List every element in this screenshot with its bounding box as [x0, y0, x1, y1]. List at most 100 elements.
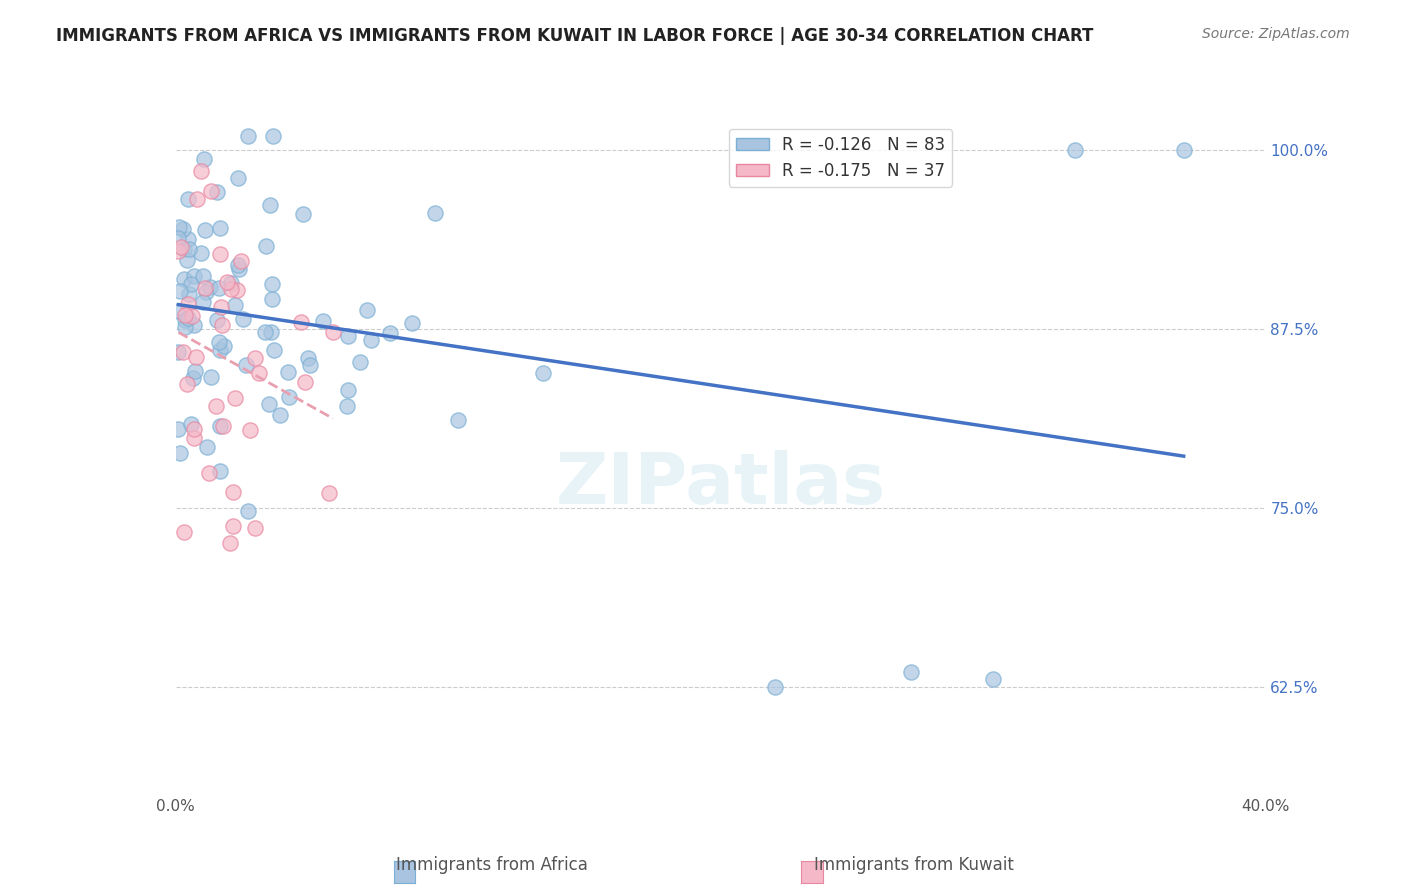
- Immigrants from Africa: [176, 252, 198, 267]
- Immigrants from Africa: [191, 268, 214, 283]
- Immigrants from Africa: [167, 231, 190, 245]
- Immigrants from Africa: [299, 358, 322, 372]
- Immigrants from Africa: [173, 272, 195, 286]
- Immigrants from Africa: [167, 345, 190, 359]
- Immigrants from Africa: [278, 390, 301, 404]
- Immigrants from Kuwait: [197, 466, 219, 480]
- Immigrants from Kuwait: [290, 315, 312, 329]
- Immigrants from Kuwait: [190, 163, 212, 178]
- Immigrants from Kuwait: [186, 192, 208, 206]
- Immigrants from Africa: [297, 351, 319, 366]
- Immigrants from Africa: [336, 399, 359, 413]
- Immigrants from Africa: [235, 359, 257, 373]
- Immigrants from Africa: [177, 311, 200, 326]
- Immigrants from Kuwait: [209, 246, 232, 260]
- Immigrants from Africa: [312, 314, 335, 328]
- Immigrants from Africa: [401, 316, 423, 330]
- Immigrants from Africa: [200, 280, 222, 294]
- Immigrants from Kuwait: [204, 399, 226, 413]
- Immigrants from Africa: [228, 258, 250, 272]
- Legend: R = -0.126   N = 83, R = -0.175   N = 37: R = -0.126 N = 83, R = -0.175 N = 37: [728, 129, 952, 186]
- Immigrants from Africa: [262, 128, 284, 143]
- Immigrants from Kuwait: [183, 422, 205, 436]
- Immigrants from Kuwait: [176, 297, 198, 311]
- Immigrants from Africa: [262, 292, 284, 306]
- Immigrants from Africa: [184, 364, 207, 378]
- Immigrants from Africa: [208, 418, 231, 433]
- Immigrants from Africa: [209, 343, 232, 358]
- Immigrants from Kuwait: [294, 375, 316, 389]
- Immigrants from Africa: [423, 206, 446, 220]
- Immigrants from Africa: [209, 464, 232, 478]
- Immigrants from Kuwait: [247, 366, 270, 380]
- Immigrants from Africa: [981, 673, 1004, 687]
- Immigrants from Africa: [195, 285, 218, 299]
- Immigrants from Kuwait: [184, 350, 207, 364]
- Immigrants from Kuwait: [167, 244, 190, 258]
- Immigrants from Africa: [194, 223, 217, 237]
- Immigrants from Kuwait: [224, 392, 246, 406]
- Immigrants from Africa: [193, 294, 215, 309]
- Immigrants from Africa: [169, 284, 191, 298]
- Immigrants from Africa: [177, 242, 200, 256]
- Immigrants from Africa: [172, 222, 194, 236]
- Immigrants from Africa: [208, 221, 231, 235]
- Immigrants from Africa: [205, 312, 228, 326]
- Text: IMMIGRANTS FROM AFRICA VS IMMIGRANTS FROM KUWAIT IN LABOR FORCE | AGE 30-34 CORR: IMMIGRANTS FROM AFRICA VS IMMIGRANTS FRO…: [56, 27, 1094, 45]
- Immigrants from Africa: [531, 366, 554, 380]
- Immigrants from Africa: [214, 339, 236, 353]
- Immigrants from Africa: [447, 412, 470, 426]
- Immigrants from Africa: [173, 312, 195, 326]
- Immigrants from Africa: [181, 371, 204, 385]
- Immigrants from Kuwait: [218, 536, 240, 550]
- Immigrants from Africa: [167, 304, 190, 318]
- Immigrants from Africa: [356, 303, 378, 318]
- Immigrants from Africa: [763, 680, 786, 694]
- Immigrants from Africa: [226, 171, 249, 186]
- Immigrants from Africa: [253, 325, 276, 339]
- Immigrants from Africa: [260, 277, 283, 292]
- Immigrants from Africa: [177, 192, 200, 206]
- Immigrants from Africa: [208, 334, 231, 349]
- Immigrants from Africa: [277, 365, 299, 379]
- Immigrants from Africa: [173, 242, 195, 256]
- Immigrants from Kuwait: [183, 431, 205, 445]
- Immigrants from Africa: [292, 207, 315, 221]
- Text: Immigrants from Kuwait: Immigrants from Kuwait: [814, 856, 1014, 874]
- Text: ZIPatlas: ZIPatlas: [555, 450, 886, 519]
- Immigrants from Africa: [263, 343, 285, 357]
- Immigrants from Kuwait: [243, 521, 266, 535]
- Immigrants from Kuwait: [226, 284, 249, 298]
- Immigrants from Kuwait: [322, 325, 344, 339]
- Immigrants from Africa: [180, 417, 202, 431]
- Text: Source: ZipAtlas.com: Source: ZipAtlas.com: [1202, 27, 1350, 41]
- Immigrants from Africa: [208, 281, 231, 295]
- Immigrants from Africa: [238, 128, 260, 143]
- Immigrants from Africa: [900, 665, 922, 680]
- Immigrants from Africa: [177, 232, 200, 246]
- Immigrants from Kuwait: [176, 377, 198, 392]
- Immigrants from Kuwait: [181, 309, 204, 323]
- Immigrants from Africa: [195, 441, 218, 455]
- Immigrants from Africa: [259, 197, 281, 211]
- Immigrants from Kuwait: [170, 239, 193, 253]
- Immigrants from Africa: [180, 277, 202, 291]
- Immigrants from Africa: [205, 186, 228, 200]
- Immigrants from Africa: [336, 383, 359, 397]
- Immigrants from Africa: [336, 328, 359, 343]
- Immigrants from Africa: [167, 422, 190, 436]
- Immigrants from Kuwait: [229, 253, 252, 268]
- Immigrants from Kuwait: [221, 282, 243, 296]
- Immigrants from Africa: [224, 298, 246, 312]
- Immigrants from Africa: [183, 268, 205, 283]
- Immigrants from Africa: [380, 326, 402, 340]
- Immigrants from Kuwait: [200, 184, 222, 198]
- Immigrants from Africa: [173, 320, 195, 334]
- Immigrants from Africa: [167, 220, 190, 235]
- Immigrants from Kuwait: [174, 309, 197, 323]
- Immigrants from Africa: [200, 370, 222, 384]
- Immigrants from Kuwait: [172, 345, 194, 359]
- Immigrants from Africa: [236, 504, 259, 518]
- Immigrants from Africa: [256, 239, 278, 253]
- Immigrants from Africa: [232, 312, 254, 326]
